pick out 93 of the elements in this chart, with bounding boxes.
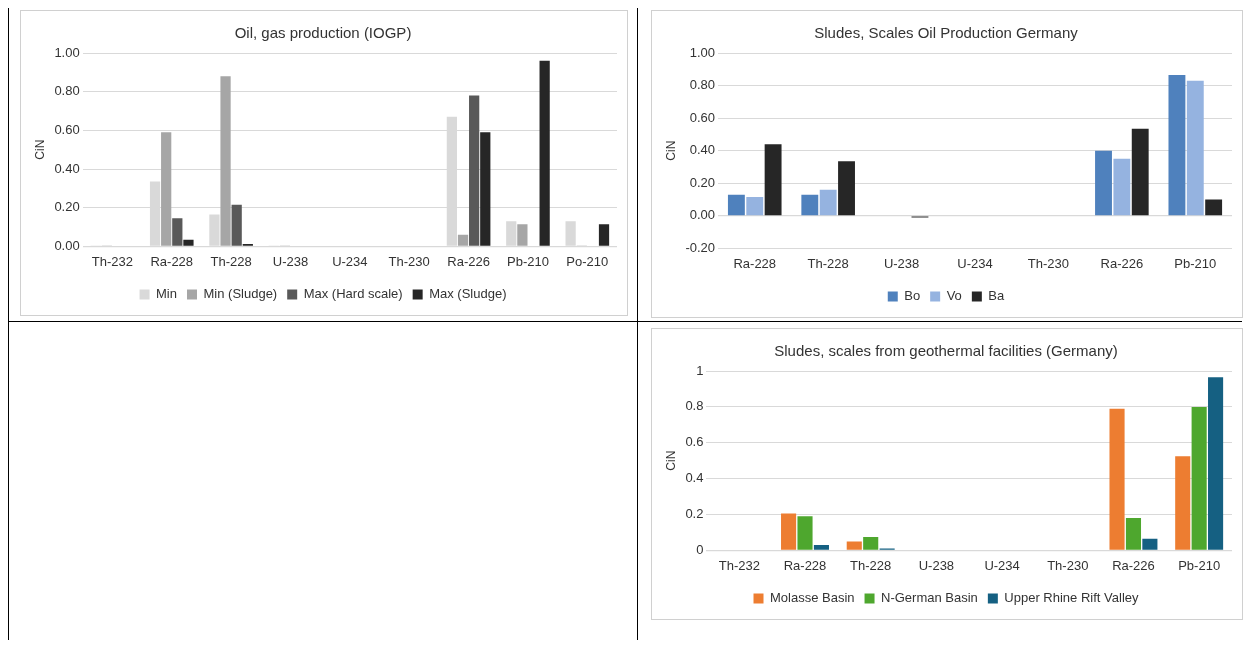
y-tick-label: 0.40 xyxy=(689,142,716,158)
bar xyxy=(1113,158,1131,216)
y-tick-label: 0.60 xyxy=(689,109,716,125)
x-tick-label: Ra-228 xyxy=(733,255,777,271)
x-tick-label: Ra-228 xyxy=(150,253,194,269)
bar xyxy=(746,197,764,216)
bar xyxy=(764,144,782,216)
x-tick-label: Ra-226 xyxy=(447,253,490,269)
bar xyxy=(727,194,745,216)
bar xyxy=(539,60,550,246)
x-tick-label: Th-230 xyxy=(388,253,430,269)
x-tick-label: U-238 xyxy=(272,253,309,269)
y-tick-label: 0.40 xyxy=(54,160,80,176)
y-tick-label: 0.00 xyxy=(689,207,716,223)
bar xyxy=(838,161,855,216)
bar xyxy=(1205,199,1223,216)
y-tick-label: 0.80 xyxy=(689,77,716,93)
legend-label: Upper Rhine Rift Valley xyxy=(1004,590,1139,606)
x-tick-label: Pb-210 xyxy=(1174,255,1217,271)
bar xyxy=(1208,377,1224,550)
x-tick-label: Th-230 xyxy=(1027,255,1070,271)
legend-label: Ba xyxy=(988,288,1006,304)
x-tick-label: Th-228 xyxy=(850,557,892,573)
y-tick-label: 0.20 xyxy=(689,174,716,190)
bar xyxy=(1191,406,1207,550)
bar xyxy=(1095,150,1112,216)
bar xyxy=(161,132,172,246)
y-tick-label: 0.8 xyxy=(685,398,704,414)
y-tick-label: 0.2 xyxy=(685,506,704,522)
legend-label: Vo xyxy=(946,288,962,304)
x-tick-label: U-238 xyxy=(918,557,955,573)
bar xyxy=(801,194,819,216)
x-tick-label: Th-228 xyxy=(807,255,849,271)
bar xyxy=(1142,538,1158,550)
x-tick-label: Th-230 xyxy=(1047,557,1089,573)
bar xyxy=(1186,80,1204,216)
x-tick-label: Th-228 xyxy=(210,253,252,269)
y-tick-label: 1 xyxy=(696,362,704,378)
bar xyxy=(1109,408,1125,550)
chart-title: Sludes, Scales Oil Production Germany xyxy=(814,24,1079,42)
y-tick-label: 1.00 xyxy=(689,44,716,60)
y-tick-label: 0.6 xyxy=(685,434,704,450)
x-tick-label: Ra-226 xyxy=(1112,557,1155,573)
chart-title: Sludes, scales from geothermal facilities (Germany) xyxy=(774,342,1118,360)
x-tick-label: U-238 xyxy=(883,255,920,271)
bar xyxy=(781,513,797,550)
x-tick-label: Pb-210 xyxy=(1178,557,1221,573)
bar xyxy=(457,234,469,246)
x-tick-label: Po-210 xyxy=(566,253,609,269)
bar xyxy=(469,95,480,246)
bar xyxy=(231,204,242,246)
bar xyxy=(183,239,194,246)
bar xyxy=(1175,456,1191,550)
x-tick-label: Th-232 xyxy=(91,253,133,269)
bar xyxy=(863,536,879,550)
legend-label: N-German Basin xyxy=(881,590,978,606)
y-tick-label: 0 xyxy=(696,541,704,557)
bar xyxy=(220,76,231,246)
y-tick-label: 0.4 xyxy=(685,470,704,486)
y-tick-label: 1.00 xyxy=(54,44,80,60)
y-axis-title: CiN xyxy=(32,139,47,160)
x-tick-label: Th-232 xyxy=(718,557,760,573)
y-axis-title: CiN xyxy=(663,140,678,161)
x-tick-label: U-234 xyxy=(957,255,993,271)
legend-label: Max (Hard scale) xyxy=(303,286,403,302)
bar xyxy=(1168,74,1186,216)
chart-title: Oil, gas production (IOGP) xyxy=(234,24,412,42)
legend-label: Molasse Basin xyxy=(770,590,855,606)
y-tick-label: 0.80 xyxy=(54,83,80,99)
bar xyxy=(813,545,829,550)
bar xyxy=(819,189,837,216)
bar xyxy=(517,224,528,246)
x-tick-label: Ra-226 xyxy=(1100,255,1144,271)
x-tick-label: Pb-210 xyxy=(506,253,549,269)
y-axis-title: CiN xyxy=(663,450,678,471)
legend-label: Min (Sludge) xyxy=(203,286,278,302)
bar xyxy=(1131,128,1149,216)
legend-label: Bo xyxy=(904,288,921,304)
bar xyxy=(1125,518,1142,550)
y-tick-label: 0.00 xyxy=(54,237,80,253)
bar xyxy=(598,224,610,246)
legend-label: Max (Sludge) xyxy=(429,286,507,302)
x-tick-label: Ra-228 xyxy=(783,557,827,573)
y-tick-label: -0.20 xyxy=(685,239,716,255)
y-tick-label: 0.20 xyxy=(54,199,80,215)
bar xyxy=(797,516,813,550)
bar xyxy=(480,132,491,246)
bar xyxy=(846,541,862,550)
bar xyxy=(172,218,183,246)
legend-label: Min xyxy=(156,286,177,302)
x-tick-label: U-234 xyxy=(332,253,368,269)
y-tick-label: 0.60 xyxy=(54,121,80,137)
x-tick-label: U-234 xyxy=(984,557,1020,573)
